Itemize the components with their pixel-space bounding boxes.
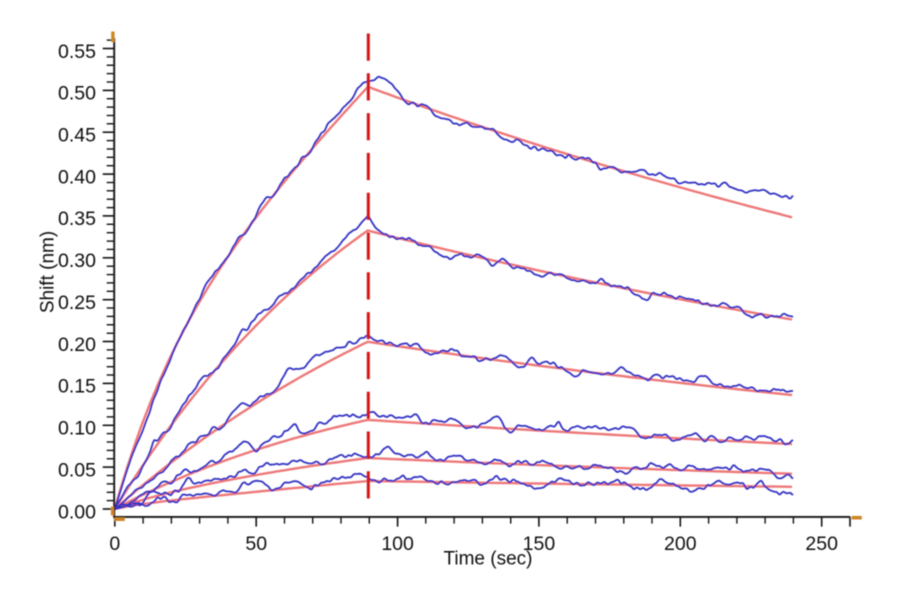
svg-text:0.30: 0.30	[58, 250, 96, 272]
svg-text:0.05: 0.05	[58, 459, 96, 481]
svg-text:0.45: 0.45	[58, 125, 96, 147]
svg-text:0.40: 0.40	[58, 166, 96, 188]
svg-text:0.35: 0.35	[58, 208, 96, 230]
svg-text:0.20: 0.20	[58, 334, 96, 356]
svg-text:0: 0	[109, 533, 120, 555]
svg-text:Time (sec): Time (sec)	[443, 549, 532, 570]
svg-text:Shift (nm): Shift (nm)	[38, 231, 59, 313]
svg-text:150: 150	[523, 533, 556, 555]
svg-text:200: 200	[664, 533, 697, 555]
svg-text:0.25: 0.25	[58, 292, 96, 314]
svg-text:0.00: 0.00	[58, 501, 96, 523]
svg-text:250: 250	[805, 533, 838, 555]
svg-text:0.10: 0.10	[58, 418, 96, 440]
svg-text:0.50: 0.50	[58, 83, 96, 105]
svg-text:0.55: 0.55	[58, 41, 96, 63]
svg-text:0.15: 0.15	[58, 376, 96, 398]
svg-text:50: 50	[245, 533, 267, 555]
svg-text:100: 100	[381, 533, 414, 555]
